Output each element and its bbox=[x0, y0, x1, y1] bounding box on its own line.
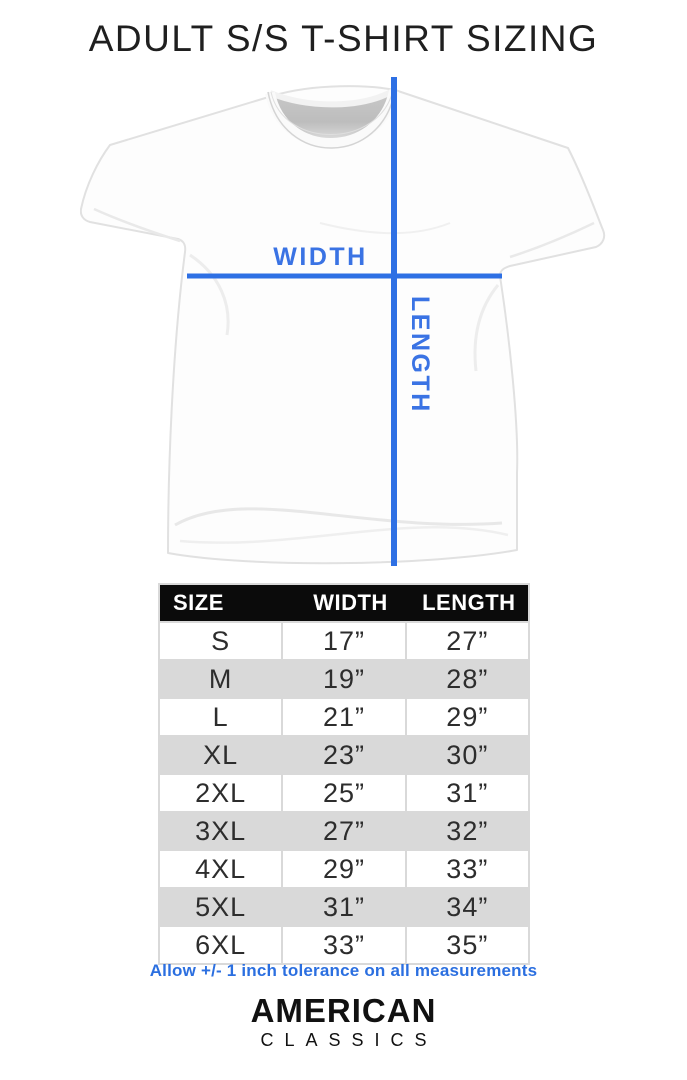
cell-width: 29” bbox=[283, 851, 405, 887]
cell-length: 30” bbox=[406, 737, 528, 773]
cell-size: M bbox=[160, 661, 282, 697]
table-row: 4XL 29” 33” bbox=[160, 851, 528, 887]
tshirt-graphic bbox=[80, 77, 606, 566]
table-row: S 17” 27” bbox=[160, 623, 528, 659]
table-row: 2XL 25” 31” bbox=[160, 775, 528, 811]
cell-length: 34” bbox=[406, 889, 528, 925]
size-chart-table: SIZE WIDTH LENGTH S 17” 27” M 19” 28” L … bbox=[158, 583, 530, 965]
table-row: 6XL 33” 35” bbox=[160, 927, 528, 963]
brand-logo: AMERICAN CLASSICS bbox=[0, 994, 687, 1051]
cell-width: 33” bbox=[283, 927, 405, 963]
cell-length: 29” bbox=[406, 699, 528, 735]
cell-width: 27” bbox=[283, 813, 405, 849]
cell-width: 17” bbox=[283, 623, 405, 659]
cell-width: 25” bbox=[283, 775, 405, 811]
table-row: 5XL 31” 34” bbox=[160, 889, 528, 925]
table-row: 3XL 27” 32” bbox=[160, 813, 528, 849]
cell-size: XL bbox=[160, 737, 282, 773]
tshirt-diagram: WIDTH LENGTH bbox=[80, 73, 610, 573]
cell-size: 4XL bbox=[160, 851, 282, 887]
page-title: ADULT S/S T-SHIRT SIZING bbox=[88, 18, 599, 59]
brand-name-american: AMERICAN bbox=[250, 992, 437, 1029]
cell-length: 35” bbox=[406, 927, 528, 963]
width-label: WIDTH bbox=[273, 243, 368, 271]
cell-length: 27” bbox=[406, 623, 528, 659]
cell-length: 28” bbox=[406, 661, 528, 697]
cell-width: 19” bbox=[283, 661, 405, 697]
cell-length: 33” bbox=[406, 851, 528, 887]
table-row: M 19” 28” bbox=[160, 661, 528, 697]
cell-size: 5XL bbox=[160, 889, 282, 925]
table-row: XL 23” 30” bbox=[160, 737, 528, 773]
cell-size: L bbox=[160, 699, 282, 735]
header-width: WIDTH bbox=[313, 590, 388, 615]
table-header-row: SIZE WIDTH LENGTH bbox=[160, 585, 528, 621]
cell-length: 32” bbox=[406, 813, 528, 849]
header-length: LENGTH bbox=[422, 590, 516, 615]
brand-name-classics: CLASSICS bbox=[260, 1030, 438, 1050]
header-size: SIZE bbox=[173, 590, 224, 615]
tolerance-note: Allow +/- 1 inch tolerance on all measur… bbox=[149, 961, 538, 980]
cell-length: 31” bbox=[406, 775, 528, 811]
cell-size: 3XL bbox=[160, 813, 282, 849]
cell-size: 6XL bbox=[160, 927, 282, 963]
cell-width: 23” bbox=[283, 737, 405, 773]
length-label: LENGTH bbox=[406, 296, 434, 414]
cell-size: S bbox=[160, 623, 282, 659]
cell-size: 2XL bbox=[160, 775, 282, 811]
table-row: L 21” 29” bbox=[160, 699, 528, 735]
cell-width: 21” bbox=[283, 699, 405, 735]
cell-width: 31” bbox=[283, 889, 405, 925]
